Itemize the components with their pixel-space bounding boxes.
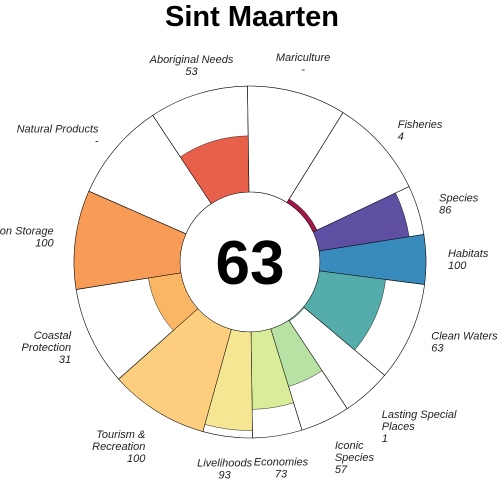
goal-score: 86 <box>439 205 452 217</box>
petal-coastal-protection <box>148 272 199 331</box>
goal-name: Natural Products <box>17 123 99 135</box>
goal-score: 100 <box>448 260 467 272</box>
goal-name: Species <box>439 193 479 205</box>
goal-score: - <box>95 135 99 147</box>
goal-name: Economies <box>254 457 309 469</box>
goal-score: 100 <box>35 238 54 250</box>
goal-score: 63 <box>431 343 444 355</box>
goal-name: Aboriginal Needs <box>149 54 234 66</box>
goal-label-aboriginal-needs: Aboriginal Needs 53 <box>149 54 234 78</box>
goal-label-fisheries: Fisheries 4 <box>398 119 443 143</box>
goal-name: Carbon Storage <box>0 226 54 238</box>
goal-label-mariculture: Mariculture - <box>276 52 330 76</box>
center-disc <box>182 194 318 330</box>
goal-name: Livelihoods <box>197 457 253 469</box>
goal-score: 31 <box>59 354 71 366</box>
goal-name: Iconic <box>335 440 364 452</box>
goal-name: Habitats <box>448 248 489 260</box>
goal-score: 73 <box>275 469 288 481</box>
goal-name: Fisheries <box>398 119 443 131</box>
overall-score: 63 <box>216 229 285 298</box>
goal-name: Coastal <box>34 330 72 342</box>
goal-label-coastal-protection: Coastal Protection 31 <box>22 330 72 366</box>
goal-score: 93 <box>218 469 231 481</box>
goal-name: Tourism & <box>96 429 145 441</box>
goal-score: 1 <box>382 433 388 445</box>
goal-score: 100 <box>127 453 146 465</box>
goal-name: Places <box>382 421 416 433</box>
goal-label-natural-products: Natural Products - <box>17 123 99 147</box>
goal-score: 4 <box>398 131 404 143</box>
petals-layer <box>73 85 427 439</box>
goal-name: Species <box>335 452 375 464</box>
goal-label-tourism-recreation: Tourism & Recreation 100 <box>92 429 146 465</box>
goal-label-livelihoods: Livelihoods 93 <box>197 457 253 481</box>
goal-label-clean-waters: Clean Waters 63 <box>431 331 498 355</box>
goal-name: Clean Waters <box>431 331 498 343</box>
goal-name: Mariculture <box>276 52 330 64</box>
goal-label-economies: Economies 73 <box>254 457 309 481</box>
goal-score: - <box>301 64 305 76</box>
goal-name: Lasting Special <box>382 409 457 421</box>
goal-score: 57 <box>335 464 348 476</box>
goal-label-habitats: Habitats 100 <box>448 248 489 272</box>
goal-name: Recreation <box>92 441 145 453</box>
goal-label-iconic-species: Iconic Species 57 <box>335 440 375 476</box>
goal-score: 53 <box>185 66 198 78</box>
goal-name: Protection <box>22 342 72 354</box>
goal-label-lasting-special-places: Lasting Special Places 1 <box>382 409 457 445</box>
goal-label-species: Species 86 <box>439 193 479 217</box>
chart-title: Sint Maarten <box>164 1 340 33</box>
